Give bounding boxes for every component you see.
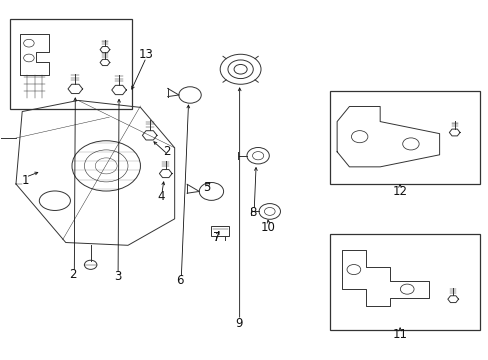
Bar [210, 226, 229, 236]
Text: 6: 6 [176, 274, 183, 287]
Text: 10: 10 [260, 221, 275, 234]
Text: 11: 11 [392, 328, 407, 341]
Text: 7: 7 [212, 231, 220, 244]
Text: 8: 8 [249, 206, 256, 219]
Text: 2: 2 [163, 145, 170, 158]
Bar [329, 91, 479, 184]
Text: 1: 1 [22, 174, 29, 186]
Text: 2: 2 [69, 268, 77, 281]
Text: 4: 4 [157, 190, 164, 203]
Text: 13: 13 [139, 49, 153, 62]
Bar [329, 234, 479, 330]
Bar [10, 19, 131, 109]
Text: 12: 12 [392, 185, 407, 198]
Text: 9: 9 [234, 317, 242, 330]
Text: 5: 5 [203, 181, 210, 194]
Text: 3: 3 [114, 270, 122, 283]
